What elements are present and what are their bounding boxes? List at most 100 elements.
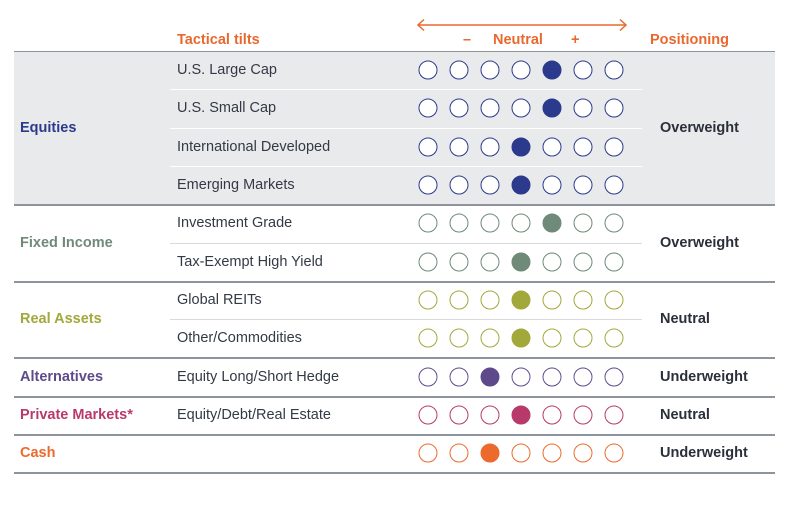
tilt-dot-empty	[573, 252, 593, 272]
tilt-dot-filled	[480, 443, 500, 463]
tilt-dot-empty	[480, 213, 500, 233]
tilt-dot-filled	[542, 213, 562, 233]
group-label-equities: Equities	[20, 119, 77, 136]
group-label-private-markets: Private Markets*	[20, 406, 133, 423]
positioning-private-markets: Neutral	[660, 406, 710, 423]
tilt-dot-filled	[511, 290, 531, 310]
tilt-range-arrow	[416, 18, 628, 32]
group-divider	[14, 395, 775, 398]
tilt-dot-empty	[604, 60, 624, 80]
tilt-dot-empty	[418, 98, 438, 118]
group-label-alternatives: Alternatives	[20, 368, 104, 385]
tilt-dot-empty	[418, 213, 438, 233]
tilt-dot-empty	[449, 328, 469, 348]
tilt-dot-empty	[542, 405, 562, 425]
tilt-dot-empty	[418, 405, 438, 425]
tilt-dot-empty	[604, 328, 624, 348]
tilt-dot-empty	[573, 98, 593, 118]
group-divider	[14, 472, 775, 475]
tilt-dot-empty	[604, 137, 624, 157]
tilt-dot-empty	[542, 367, 562, 387]
tilt-dot-empty	[418, 175, 438, 195]
tilt-dot-filled	[511, 252, 531, 272]
row-divider	[170, 127, 642, 129]
tilt-dot-empty	[573, 328, 593, 348]
tilt-dot-empty	[480, 137, 500, 157]
tilt-dot-empty	[542, 290, 562, 310]
row-divider	[170, 319, 642, 321]
table-top-rule	[14, 51, 775, 52]
tilt-dot-empty	[511, 213, 531, 233]
tilt-dot-empty	[542, 252, 562, 272]
tilt-dot-empty	[418, 443, 438, 463]
tilt-dot-empty	[542, 175, 562, 195]
tilt-dot-empty	[449, 137, 469, 157]
header-positioning: Positioning	[650, 32, 729, 48]
tilt-dot-empty	[418, 328, 438, 348]
tilt-dot-empty	[604, 98, 624, 118]
tilt-dot-empty	[480, 252, 500, 272]
tilt-dot-empty	[573, 367, 593, 387]
tilt-dot-empty	[573, 405, 593, 425]
tilt-dot-filled	[542, 60, 562, 80]
tilt-dot-empty	[511, 60, 531, 80]
tilt-dot-empty	[418, 367, 438, 387]
tilt-dot-empty	[542, 137, 562, 157]
tilt-dot-empty	[449, 252, 469, 272]
group-divider	[14, 204, 775, 207]
positioning-real-assets: Neutral	[660, 311, 710, 328]
tilt-dot-empty	[418, 60, 438, 80]
tilt-dot-empty	[480, 290, 500, 310]
tilt-dot-empty	[418, 290, 438, 310]
tilt-dot-empty	[449, 405, 469, 425]
tilt-dot-empty	[449, 290, 469, 310]
scale-neutral-label: Neutral	[493, 32, 543, 48]
tilt-dot-empty	[573, 443, 593, 463]
tilt-dot-empty	[604, 405, 624, 425]
row-label-equity-debt-real-estate: Equity/Debt/Real Estate	[177, 406, 331, 423]
tilt-dot-empty	[449, 443, 469, 463]
positioning-alternatives: Underweight	[660, 368, 748, 385]
positioning-fixed-income: Overweight	[660, 234, 739, 251]
row-label-tax-exempt-high-yield: Tax-Exempt High Yield	[177, 253, 323, 270]
tilt-dot-empty	[480, 405, 500, 425]
row-label-international-developed: International Developed	[177, 138, 331, 155]
group-divider	[14, 357, 775, 360]
row-label-investment-grade: Investment Grade	[177, 215, 293, 232]
tilt-dot-empty	[604, 175, 624, 195]
tilt-dot-empty	[449, 367, 469, 387]
group-label-cash: Cash	[20, 445, 56, 462]
tilt-dot-empty	[480, 328, 500, 348]
tilt-dot-empty	[604, 252, 624, 272]
tilt-dot-empty	[573, 137, 593, 157]
row-label-u-s-large-cap: U.S. Large Cap	[177, 62, 277, 79]
tilt-dot-filled	[511, 328, 531, 348]
tilt-dot-empty	[604, 290, 624, 310]
row-label-u-s-small-cap: U.S. Small Cap	[177, 100, 277, 117]
tilt-dot-empty	[449, 213, 469, 233]
tilt-dot-filled	[511, 405, 531, 425]
tilt-dot-empty	[449, 98, 469, 118]
tilt-dot-filled	[511, 137, 531, 157]
tilt-dot-empty	[449, 175, 469, 195]
tilt-dot-empty	[418, 252, 438, 272]
row-divider	[170, 165, 642, 167]
row-label-other-commodities: Other/Commodities	[177, 330, 302, 347]
row-label-global-reits: Global REITs	[177, 291, 262, 308]
tilt-dot-empty	[604, 367, 624, 387]
positioning-equities: Overweight	[660, 119, 739, 136]
group-label-real-assets: Real Assets	[20, 311, 102, 328]
tilt-dot-empty	[511, 98, 531, 118]
tilt-dot-empty	[480, 60, 500, 80]
tilt-dot-empty	[542, 328, 562, 348]
scale-plus-label: +	[571, 32, 580, 48]
header-tactical-tilts: Tactical tilts	[177, 32, 260, 48]
tilt-dot-empty	[573, 60, 593, 80]
group-divider	[14, 434, 775, 436]
row-label-emerging-markets: Emerging Markets	[177, 177, 295, 194]
tilt-dot-filled	[542, 98, 562, 118]
tilt-dot-empty	[604, 213, 624, 233]
row-label-equity-long-short-hedge: Equity Long/Short Hedge	[177, 368, 340, 385]
tilt-dot-empty	[542, 443, 562, 463]
